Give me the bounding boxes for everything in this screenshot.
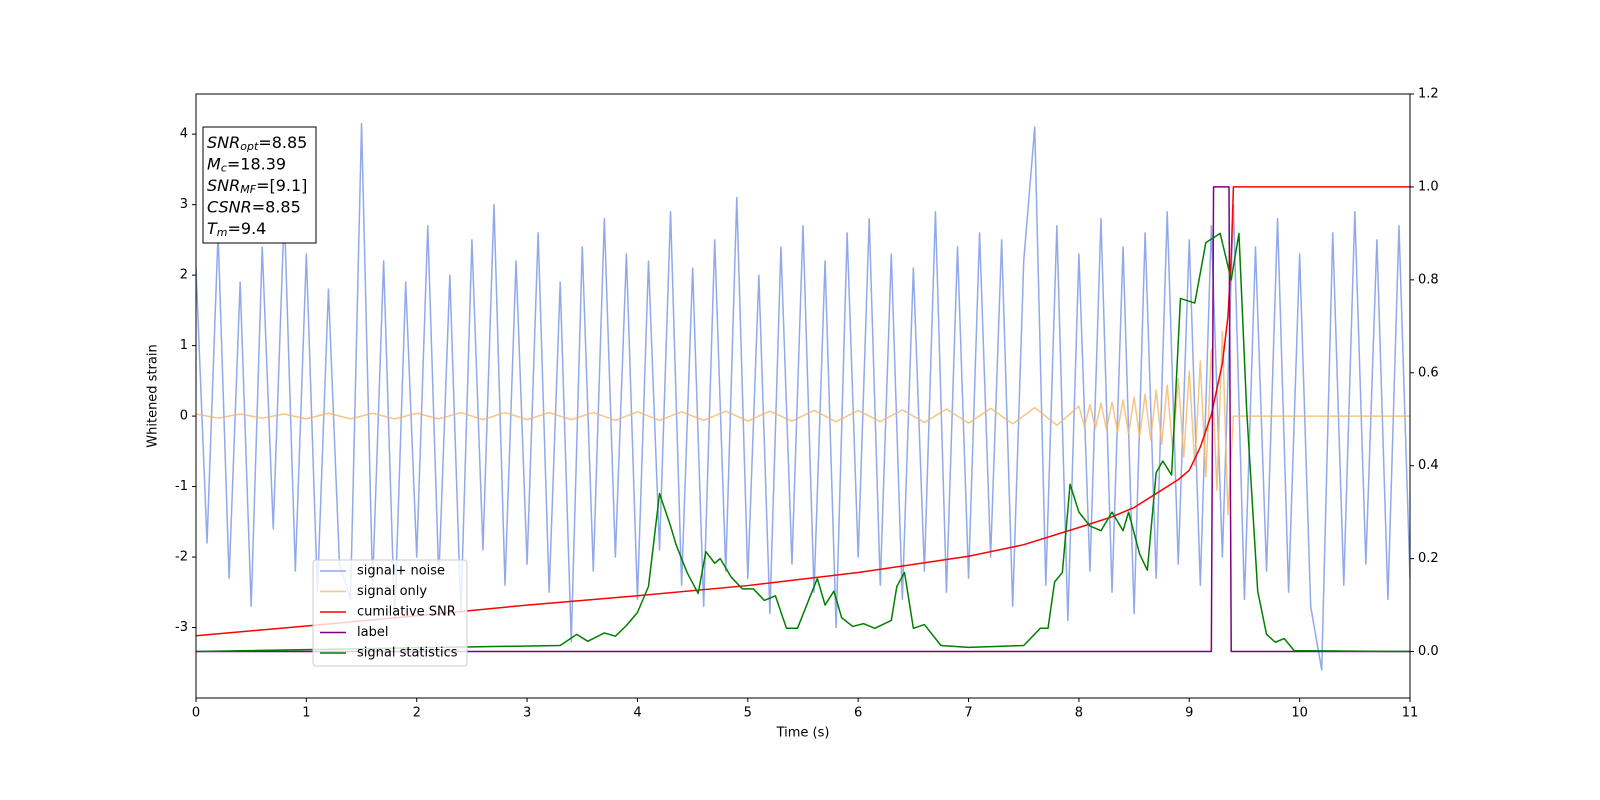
annotation-symbol: SNR xyxy=(207,133,240,152)
x-tick-label: 10 xyxy=(1291,706,1308,721)
y2-tick-label: 0.2 xyxy=(1418,551,1439,566)
x-tick-label: 1 xyxy=(302,706,310,721)
annotation-symbol: SNR xyxy=(207,176,240,195)
series-line xyxy=(196,330,1410,516)
annotation-value: =9.4 xyxy=(228,219,267,238)
y2-tick-label: 0.8 xyxy=(1418,272,1439,287)
axes-frame xyxy=(195,93,1411,699)
x-tick-label: 5 xyxy=(744,706,752,721)
legend-label: signal+ noise xyxy=(357,564,445,579)
y-axis-label: Whitened strain xyxy=(146,344,161,447)
y-tick-label: 1 xyxy=(180,338,188,353)
annotation-symbol: CSNR xyxy=(207,197,252,216)
y2-tick-label: 1.2 xyxy=(1418,87,1439,102)
x-tick-label: 2 xyxy=(413,706,421,721)
annotation-subscript: m xyxy=(217,226,228,239)
x-tick-label: 6 xyxy=(854,706,862,721)
series-line xyxy=(196,122,1410,671)
legend-label: signal statistics xyxy=(357,646,458,661)
y-tick-label: 4 xyxy=(180,127,188,142)
plot-area xyxy=(196,122,1410,671)
annotation-subscript: c xyxy=(221,162,227,175)
annotation-value: =[9.1] xyxy=(256,176,307,195)
y-tick-label: -1 xyxy=(175,479,188,494)
legend-frame xyxy=(312,559,468,667)
x-tick-label: 8 xyxy=(1075,706,1083,721)
y-tick-label: 0 xyxy=(180,409,188,424)
y2-tick-label: 1.0 xyxy=(1418,179,1439,194)
legend-label: cumilative SNR xyxy=(357,605,456,620)
annotation-box: SNRopt=8.85Mc=18.39SNRMF=[9.1]CSNR=8.85T… xyxy=(202,126,317,244)
legend: signal+ noise signal only cumilative SNR la… xyxy=(312,559,468,667)
x-tick-label: 7 xyxy=(964,706,972,721)
annotation-symbol: T xyxy=(207,219,218,238)
x-tick-label: 3 xyxy=(523,706,531,721)
y-tick-label: 2 xyxy=(180,268,188,283)
y-tick-label: -2 xyxy=(175,550,188,565)
annotation-line: Tm=9.4 xyxy=(207,219,266,240)
annotation-line: SNRopt=8.85 xyxy=(207,133,307,154)
series-line xyxy=(196,186,1410,637)
x-tick-label: 11 xyxy=(1402,706,1419,721)
annotation-line: CSNR=8.85 xyxy=(207,197,301,216)
y2-tick-label: 0.6 xyxy=(1418,365,1439,380)
annotation-line: SNRMF=[9.1] xyxy=(207,176,307,197)
annotation-value: =8.85 xyxy=(258,133,307,152)
legend-label: label xyxy=(357,625,388,640)
x-tick-label: 0 xyxy=(192,706,200,721)
x-axis-label: Time (s) xyxy=(776,726,830,741)
annotation-value: =8.85 xyxy=(252,197,301,216)
annotation-line: Mc=18.39 xyxy=(207,154,286,175)
annotation-frame xyxy=(202,126,317,244)
annotation-symbol: M xyxy=(207,154,221,173)
y-tick-label: 3 xyxy=(180,197,188,212)
annotation-subscript: MF xyxy=(240,183,256,196)
y2-tick-label: 0.4 xyxy=(1418,458,1439,473)
y2-tick-label: 0.0 xyxy=(1418,644,1439,659)
x-tick-label: 4 xyxy=(633,706,641,721)
annotation-value: =18.39 xyxy=(227,154,286,173)
series-line xyxy=(196,232,1410,653)
legend-label: signal only xyxy=(357,584,427,599)
series-line xyxy=(196,186,1410,653)
x-tick-label: 9 xyxy=(1185,706,1193,721)
annotation-subscript: opt xyxy=(240,140,259,153)
y-tick-label: -3 xyxy=(175,620,188,635)
